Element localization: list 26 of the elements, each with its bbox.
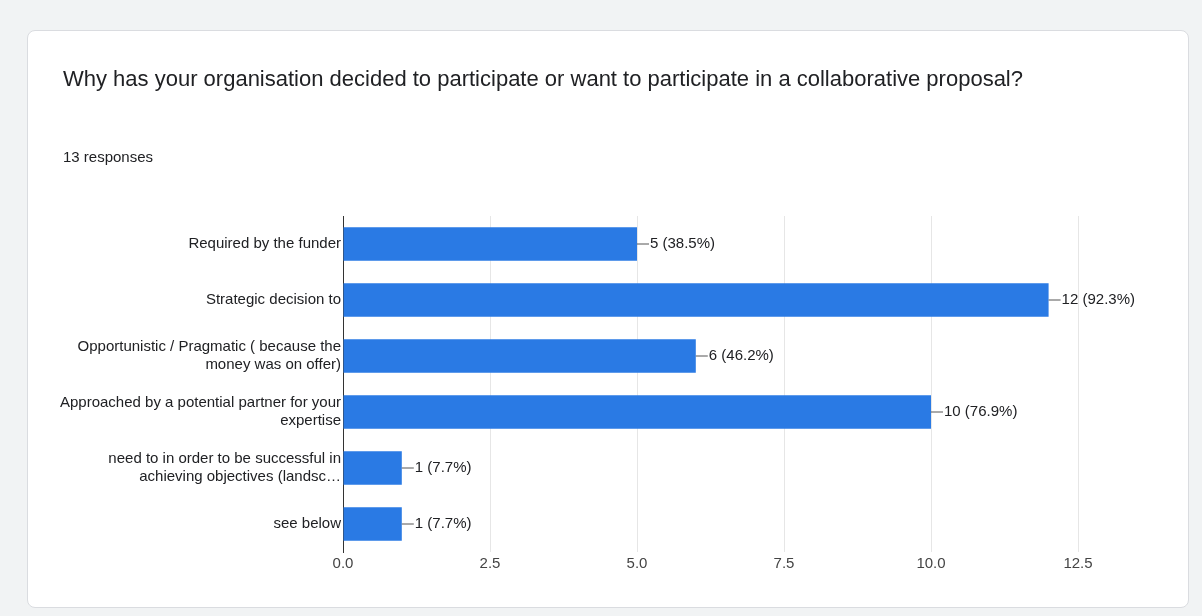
- x-tick-label: 7.5: [773, 554, 795, 572]
- bar: [343, 451, 402, 485]
- data-label: 5 (38.5%): [650, 234, 716, 252]
- text: 13 responses: [63, 148, 154, 165]
- y-tick-label: Required by the funder: [188, 234, 341, 252]
- y-tick-label: see below: [273, 514, 342, 532]
- x-tick-label: 5.0: [626, 554, 648, 572]
- bar: [343, 395, 931, 429]
- x-tick-label: 2.5: [479, 554, 501, 572]
- bar: [343, 283, 1049, 317]
- bar: [343, 227, 637, 261]
- x-tick-label: 10.0: [916, 554, 946, 572]
- data-label: 6 (46.2%): [708, 346, 774, 364]
- x-tick-label: 0.0: [332, 554, 354, 572]
- data-label: 1 (7.7%): [414, 458, 472, 476]
- data-label: 1 (7.7%): [414, 514, 472, 532]
- x-tick-label: 12.5: [1063, 554, 1093, 572]
- y-tick-label: Opportunistic / Pragmatic ( because the money was on offer): [77, 337, 341, 373]
- bar: [343, 339, 696, 373]
- data-label: 10 (76.9%): [944, 402, 1018, 420]
- y-tick-label: Approached by a potential partner for your expertise: [59, 393, 341, 429]
- data-label: 12 (92.3%): [1061, 290, 1135, 308]
- bar: [343, 507, 402, 541]
- chart-title: Why has your organisation decided to participate or want to participate in a collaborative proposal?: [63, 65, 1024, 93]
- y-tick-label: Strategic decision to: [205, 290, 341, 308]
- y-tick-label: need to in order to be successful in achieving objectives (landsc…: [108, 449, 341, 485]
